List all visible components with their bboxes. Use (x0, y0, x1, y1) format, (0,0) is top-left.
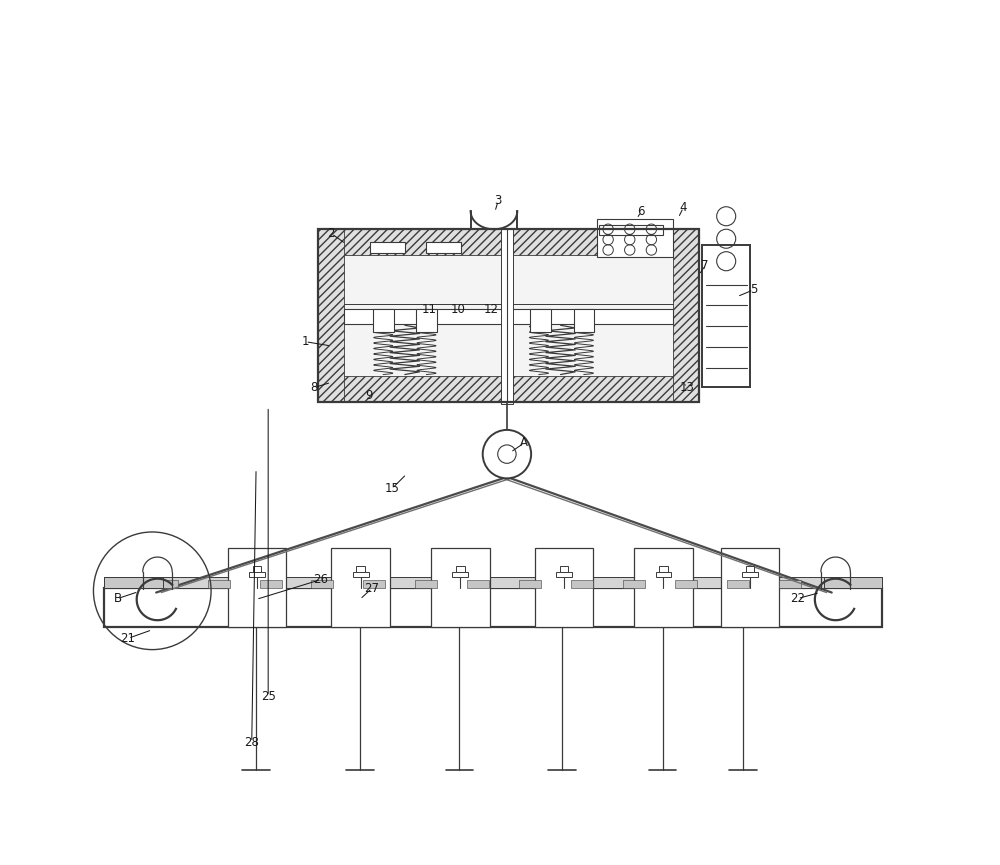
Text: 21: 21 (121, 631, 136, 645)
Text: 5: 5 (750, 283, 757, 297)
Bar (318, 229, 699, 402)
Bar (260, 580, 282, 588)
Bar (318, 229, 699, 255)
Bar (574, 309, 594, 332)
Bar (356, 566, 365, 572)
Text: 4: 4 (680, 201, 687, 215)
Text: 12: 12 (484, 303, 499, 317)
Text: 3: 3 (495, 194, 502, 208)
Text: 28: 28 (244, 735, 259, 749)
Text: 2: 2 (328, 227, 335, 240)
Bar (104, 580, 126, 588)
Text: 9: 9 (365, 388, 372, 402)
Bar (373, 309, 394, 332)
Text: 10: 10 (451, 303, 466, 317)
Bar (426, 242, 461, 253)
Bar (253, 566, 261, 572)
Bar (415, 580, 437, 588)
Text: 13: 13 (679, 381, 694, 394)
Bar (452, 572, 468, 577)
Bar (702, 245, 750, 387)
Bar (311, 580, 333, 588)
Text: 22: 22 (790, 592, 805, 606)
Bar (779, 580, 801, 588)
Text: 1: 1 (302, 335, 309, 349)
Bar (742, 572, 758, 577)
Bar (519, 580, 541, 588)
Text: 8: 8 (310, 381, 318, 394)
Bar (746, 566, 754, 572)
Bar (673, 229, 699, 402)
Text: 6: 6 (637, 205, 645, 219)
Bar (318, 229, 344, 402)
Text: 11: 11 (422, 303, 437, 317)
Bar (104, 588, 882, 627)
Bar (530, 309, 551, 332)
Bar (228, 548, 286, 627)
Bar (416, 309, 437, 332)
Circle shape (483, 430, 531, 478)
Bar (156, 580, 178, 588)
Bar (431, 548, 490, 627)
Bar (208, 580, 230, 588)
Bar (370, 242, 405, 253)
Bar (467, 580, 489, 588)
Bar (501, 229, 513, 404)
Bar (249, 572, 265, 577)
Bar (363, 580, 385, 588)
Bar (824, 577, 882, 588)
Bar (353, 572, 369, 577)
Bar (597, 219, 673, 257)
Bar (331, 548, 390, 627)
Bar (675, 580, 697, 588)
Bar (318, 229, 699, 402)
Bar (344, 309, 673, 324)
Bar (656, 572, 671, 577)
Bar (560, 566, 568, 572)
Bar (659, 566, 668, 572)
Text: A: A (520, 436, 528, 450)
Bar (634, 548, 693, 627)
Text: B: B (114, 592, 122, 606)
Text: 27: 27 (364, 581, 379, 595)
Text: 15: 15 (384, 482, 399, 496)
Bar (318, 376, 699, 402)
Text: 26: 26 (313, 573, 328, 586)
Text: 7: 7 (701, 259, 709, 272)
Bar (599, 225, 663, 235)
Bar (456, 566, 465, 572)
Bar (104, 577, 882, 588)
Bar (556, 572, 572, 577)
Bar (830, 580, 852, 588)
Bar (721, 548, 779, 627)
Bar (104, 577, 163, 588)
Bar (623, 580, 645, 588)
Bar (571, 580, 593, 588)
Bar (535, 548, 593, 627)
Bar (727, 580, 749, 588)
Text: 25: 25 (261, 689, 276, 703)
